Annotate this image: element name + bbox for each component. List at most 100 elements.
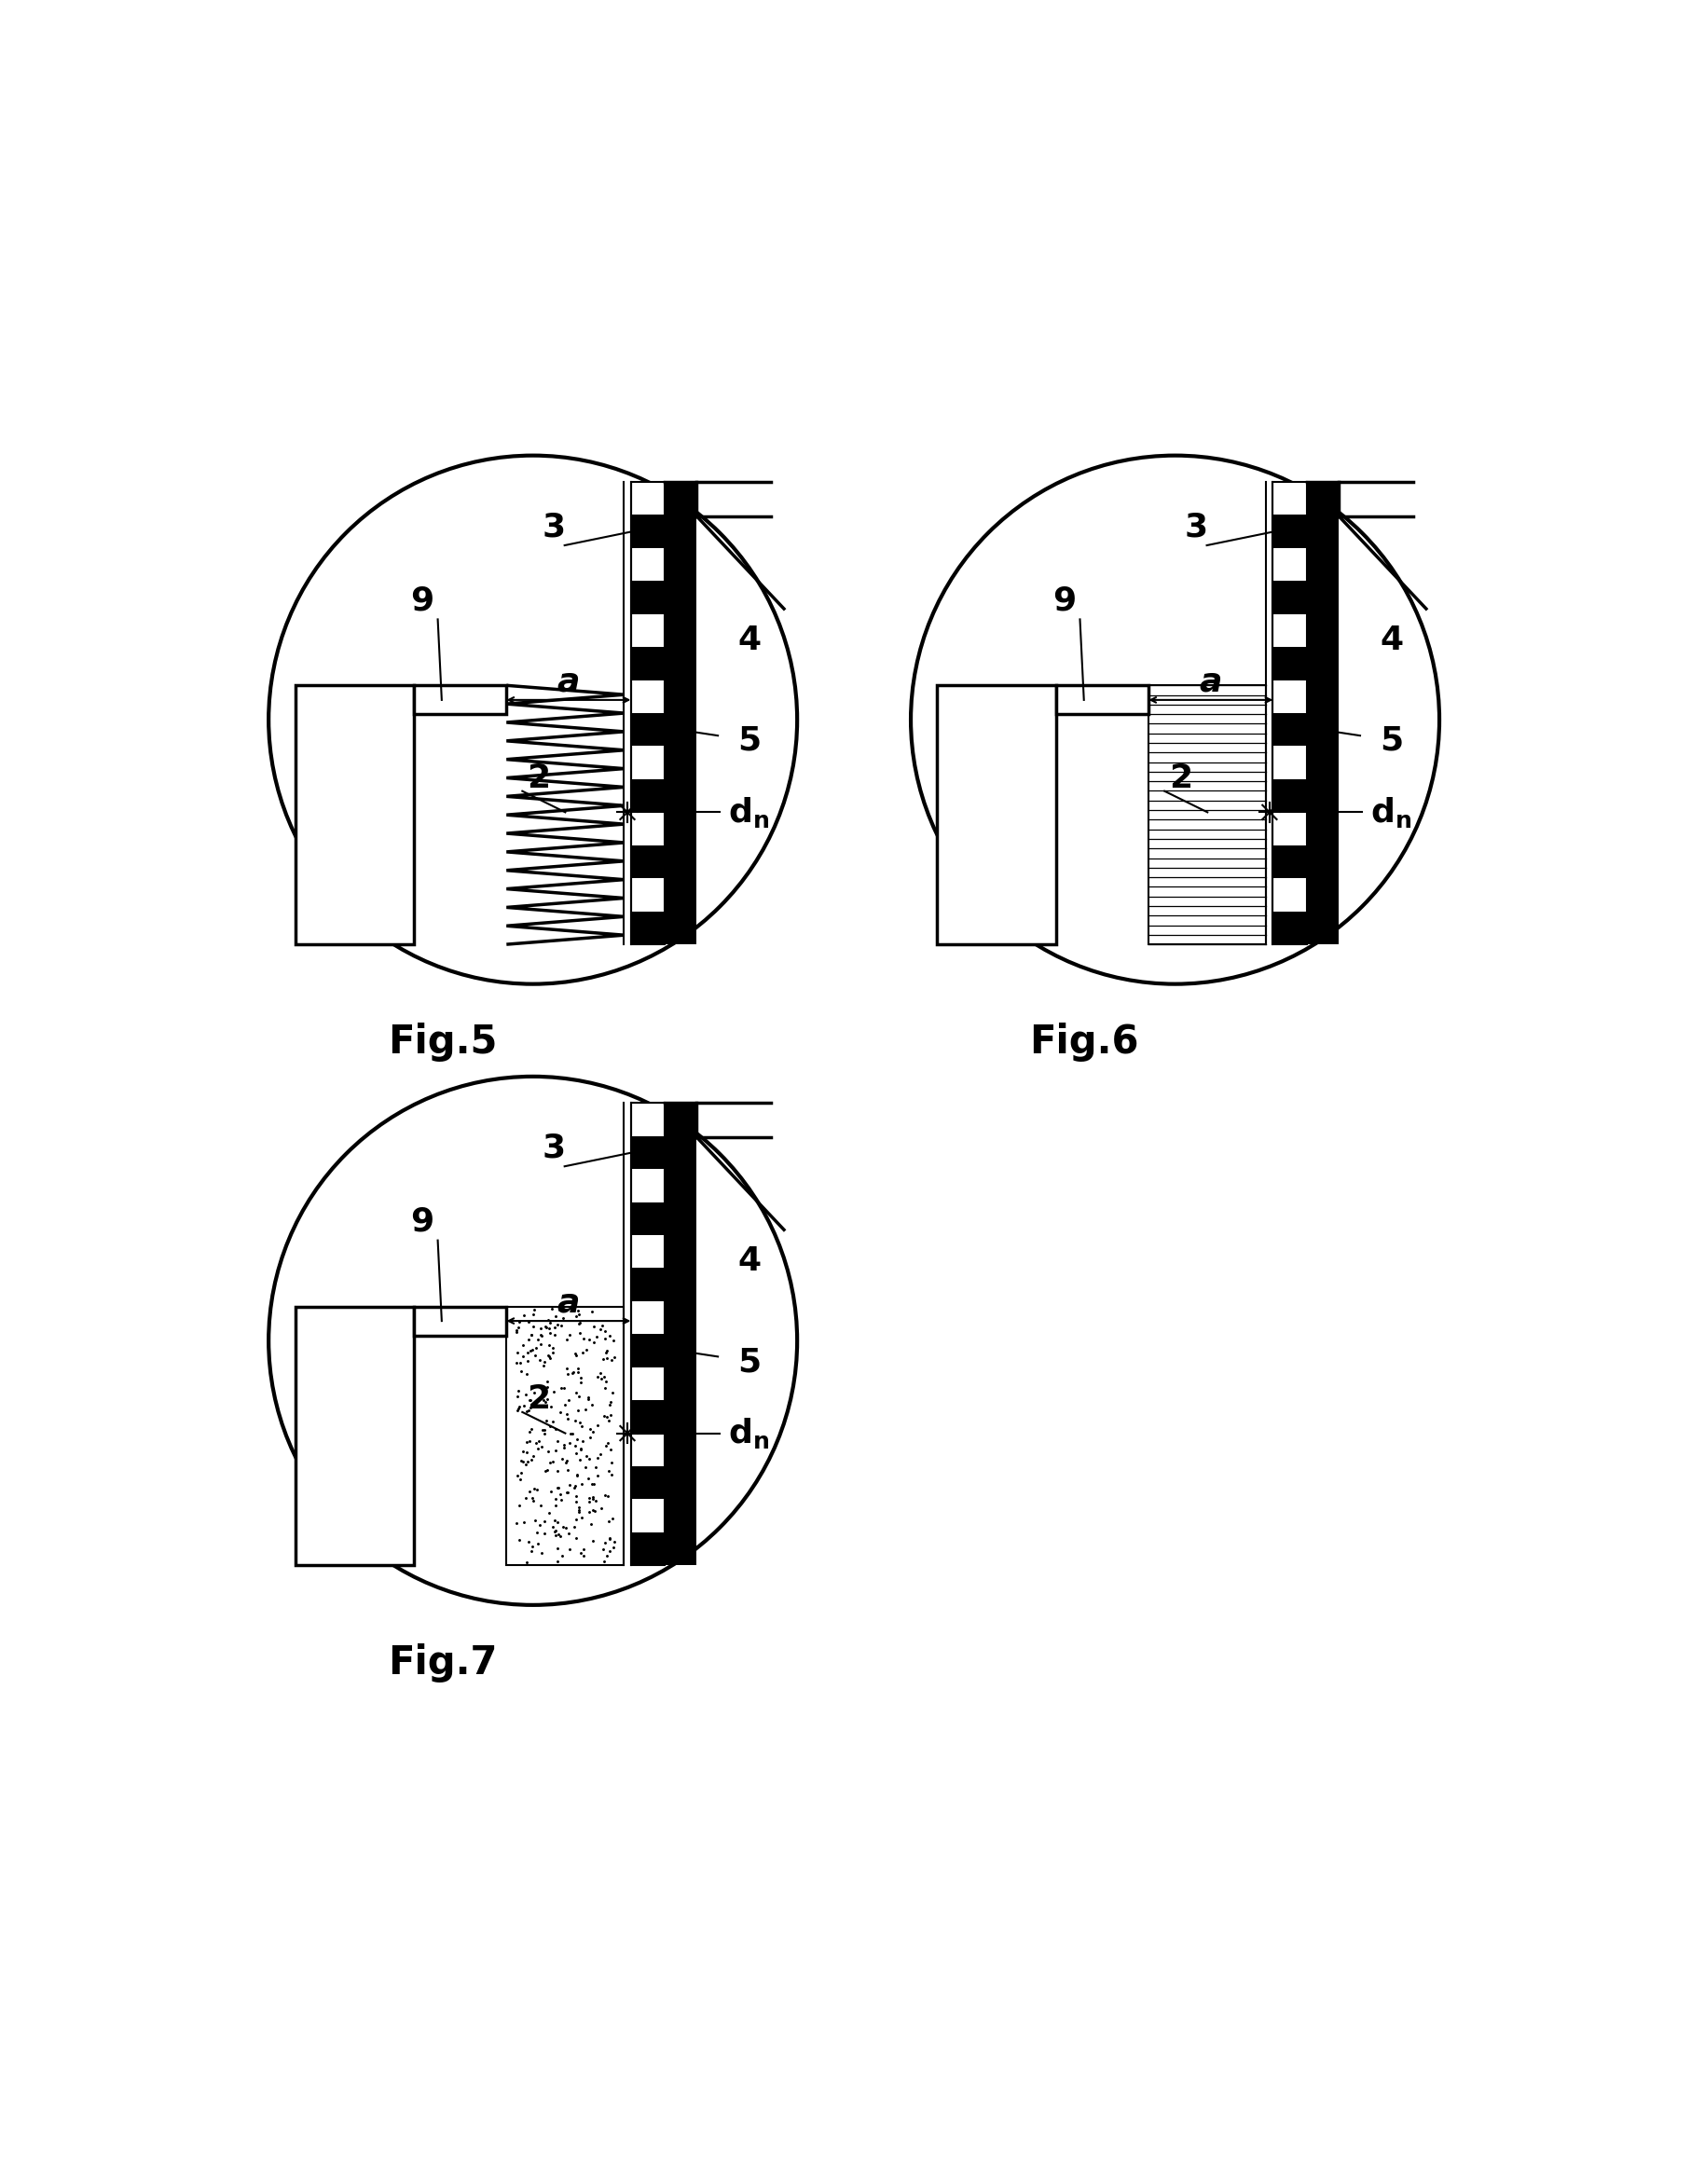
Point <box>563 1459 590 1494</box>
Point <box>576 1411 604 1446</box>
Point <box>535 1337 563 1372</box>
Point <box>503 1393 530 1428</box>
Point <box>595 1317 622 1352</box>
Point <box>530 1348 558 1382</box>
Point <box>535 1339 563 1374</box>
Point <box>547 1393 575 1428</box>
Point <box>542 1433 569 1468</box>
Point <box>510 1505 537 1540</box>
Bar <box>631 1201 665 1234</box>
Point <box>517 1441 544 1476</box>
Point <box>569 1531 597 1566</box>
Point <box>539 1330 566 1365</box>
Point <box>529 1413 556 1448</box>
Text: 9: 9 <box>411 585 433 616</box>
Point <box>515 1382 542 1417</box>
Point <box>566 1297 593 1332</box>
Point <box>518 1411 546 1446</box>
Point <box>580 1479 607 1514</box>
Point <box>593 1538 621 1572</box>
Bar <box>631 483 665 943</box>
Point <box>544 1531 571 1566</box>
Text: a: a <box>558 1286 580 1319</box>
Point <box>563 1485 590 1520</box>
Point <box>597 1387 624 1422</box>
Point <box>544 1455 571 1489</box>
Bar <box>631 1465 665 1498</box>
Point <box>561 1337 588 1372</box>
Point <box>552 1474 580 1509</box>
Bar <box>1274 878 1308 911</box>
Text: 3: 3 <box>542 1131 566 1164</box>
Point <box>590 1361 617 1396</box>
Point <box>556 1531 583 1566</box>
Text: d$_\mathregular{n}$: d$_\mathregular{n}$ <box>728 795 769 830</box>
Point <box>530 1413 558 1448</box>
Point <box>568 1409 595 1444</box>
Point <box>542 1411 569 1446</box>
Bar <box>631 1302 665 1334</box>
Bar <box>665 1103 697 1566</box>
Point <box>554 1474 581 1509</box>
Point <box>590 1531 617 1566</box>
Point <box>592 1334 619 1369</box>
Point <box>566 1315 593 1350</box>
Point <box>540 1310 568 1345</box>
Text: a: a <box>1199 666 1222 697</box>
Point <box>515 1444 542 1479</box>
Point <box>513 1393 540 1428</box>
Point <box>564 1293 592 1328</box>
Point <box>590 1398 617 1433</box>
Point <box>530 1516 558 1551</box>
Point <box>576 1441 604 1476</box>
Point <box>587 1356 614 1391</box>
Point <box>540 1374 568 1409</box>
Point <box>534 1310 561 1345</box>
Point <box>540 1514 568 1548</box>
Point <box>542 1299 569 1334</box>
Point <box>559 1356 587 1391</box>
Point <box>527 1487 554 1522</box>
Point <box>540 1317 568 1352</box>
Bar <box>631 1103 665 1136</box>
Text: 5: 5 <box>738 725 762 756</box>
Point <box>581 1494 609 1529</box>
Point <box>552 1321 580 1356</box>
Point <box>561 1470 588 1505</box>
Point <box>505 1391 532 1426</box>
Point <box>535 1328 563 1363</box>
Point <box>563 1520 590 1555</box>
Point <box>539 1291 566 1326</box>
Point <box>522 1426 549 1461</box>
Point <box>520 1308 547 1343</box>
Point <box>554 1452 581 1487</box>
Bar <box>1274 911 1308 943</box>
Point <box>503 1459 530 1494</box>
Point <box>585 1358 612 1393</box>
Point <box>578 1293 605 1328</box>
Point <box>537 1341 564 1376</box>
Bar <box>1055 686 1149 714</box>
Point <box>523 1330 551 1365</box>
Bar <box>1149 686 1267 943</box>
Point <box>505 1374 532 1409</box>
Point <box>600 1531 627 1566</box>
Point <box>575 1483 602 1518</box>
Point <box>583 1319 610 1354</box>
Point <box>537 1389 564 1424</box>
Point <box>535 1310 563 1345</box>
Bar <box>938 686 1055 943</box>
Bar <box>1274 614 1308 646</box>
Point <box>580 1326 607 1361</box>
Point <box>554 1356 581 1391</box>
Bar <box>631 878 665 911</box>
Text: 2: 2 <box>527 762 551 793</box>
Point <box>566 1304 593 1339</box>
Bar <box>631 1533 665 1566</box>
Point <box>552 1511 580 1546</box>
Point <box>595 1402 622 1437</box>
Point <box>506 1461 534 1496</box>
Bar <box>631 548 665 581</box>
Point <box>537 1446 564 1481</box>
Point <box>595 1452 622 1487</box>
